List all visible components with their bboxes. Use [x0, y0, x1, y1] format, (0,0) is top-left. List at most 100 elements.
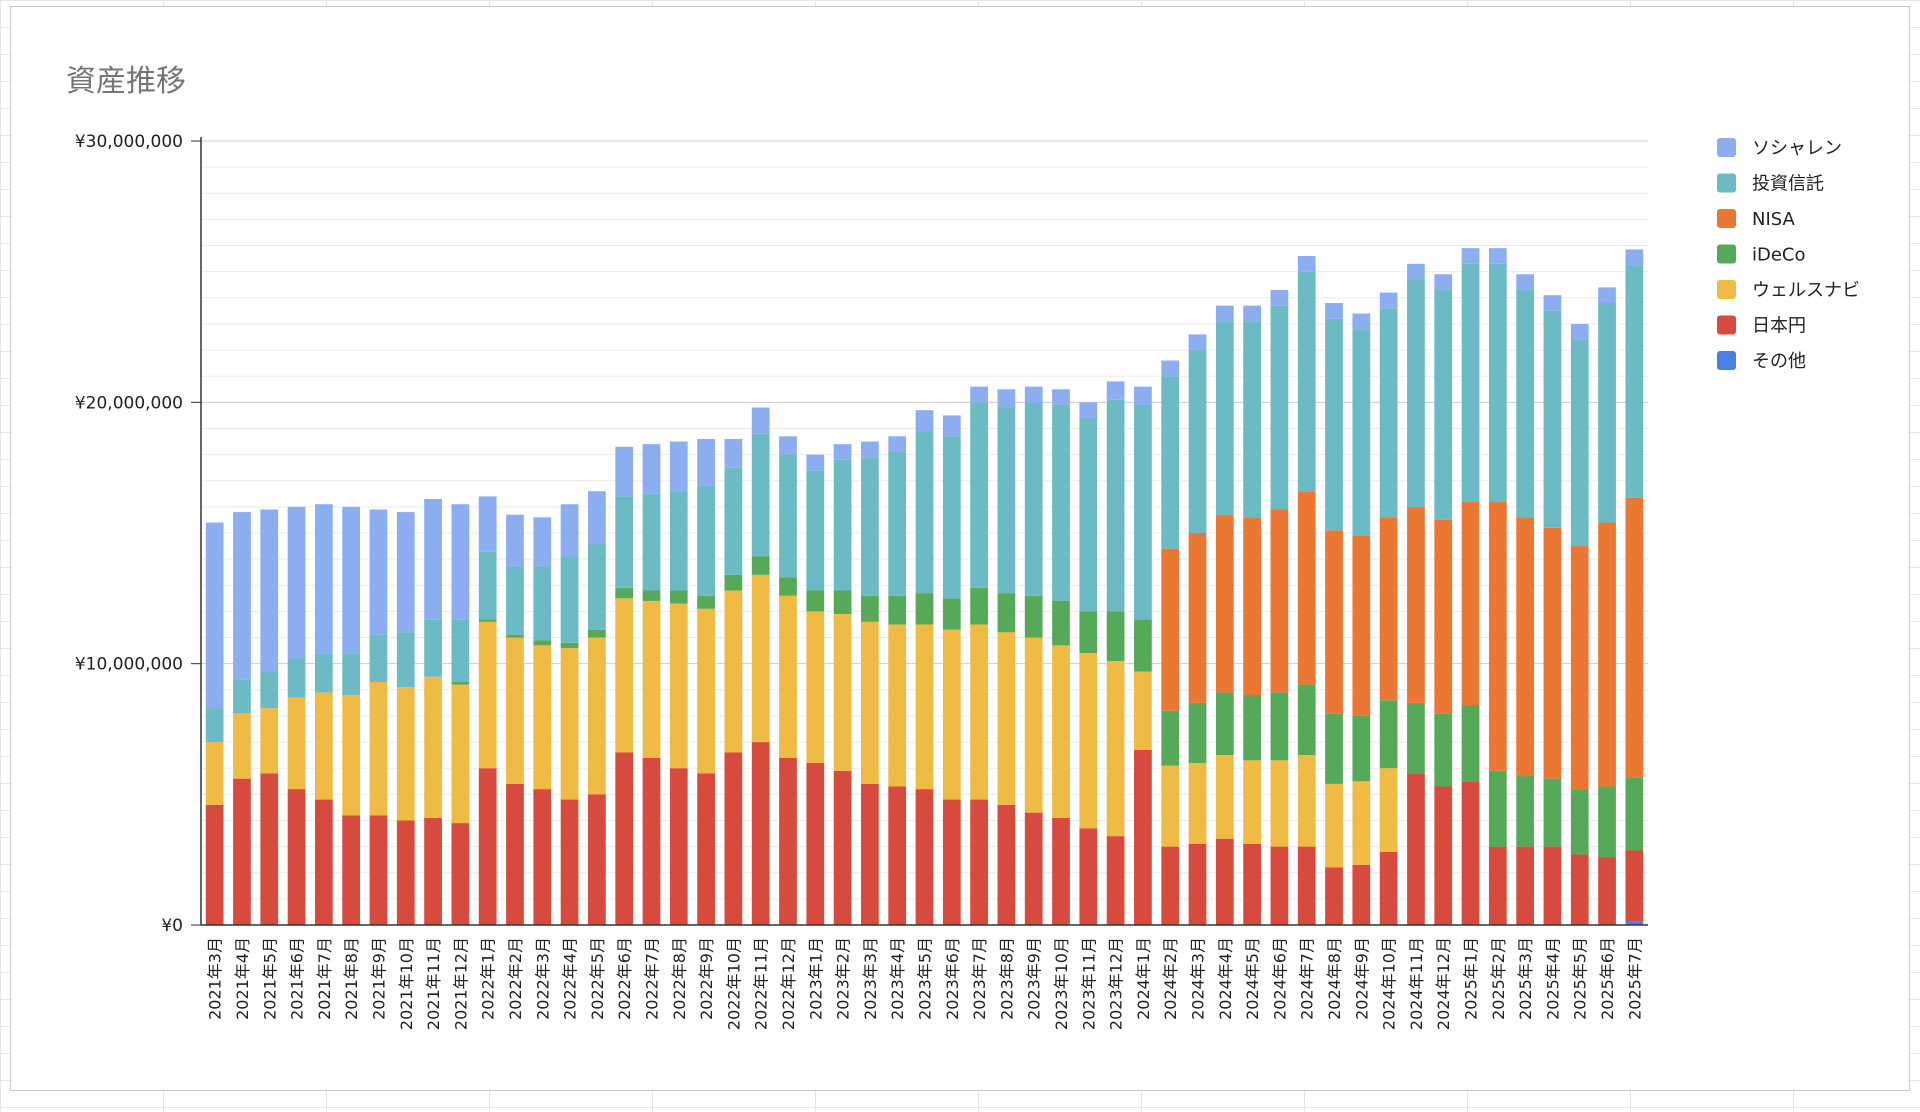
bar-segment — [1516, 517, 1535, 777]
x-tick-label: 2024年3月 — [1189, 937, 1208, 1020]
bar-segment — [942, 436, 961, 599]
bar-segment — [997, 389, 1016, 408]
bar-segment — [314, 692, 333, 800]
legend-label: 日本円 — [1752, 316, 1806, 337]
bar-segment — [1352, 715, 1371, 782]
bar-segment — [697, 773, 715, 925]
bar-segment — [233, 778, 251, 925]
bar-segment — [915, 789, 934, 925]
bar-segment — [424, 499, 442, 620]
bar-segment — [1134, 619, 1152, 672]
x-tick-label: 2023年12月 — [1107, 937, 1126, 1030]
bar-segment — [779, 757, 797, 925]
bar-segment — [588, 629, 606, 638]
bar-segment — [1352, 535, 1371, 716]
bar-segment — [997, 632, 1016, 805]
legend-swatch — [1717, 173, 1736, 193]
bar-segment — [560, 647, 579, 800]
bar-segment — [1488, 248, 1507, 264]
bar-segment — [942, 598, 961, 630]
bar-segment — [1407, 263, 1425, 280]
bar-segment — [888, 624, 907, 787]
bar-segment — [205, 522, 224, 709]
bar-segment — [915, 410, 934, 432]
bar-segment — [533, 789, 552, 925]
bar-segment — [970, 799, 988, 925]
bar-segment — [970, 402, 988, 588]
bar-segment — [861, 457, 879, 596]
bar-segment — [1379, 308, 1398, 518]
bar-segment — [1625, 249, 1644, 266]
bar-segment — [314, 799, 333, 925]
bar-segment — [1543, 778, 1562, 847]
bar-segment — [1243, 695, 1261, 761]
bar-segment — [642, 757, 661, 925]
bar-segment — [1570, 789, 1589, 855]
x-tick-label: 2021年4月 — [233, 937, 252, 1020]
bar-segment — [533, 645, 552, 790]
legend-label: iDeCo — [1752, 245, 1806, 266]
bar-segment — [1188, 533, 1207, 703]
bar-segment — [588, 637, 606, 795]
bar-segment — [1161, 710, 1180, 766]
bar-segment — [861, 783, 879, 925]
bar-segment — [396, 632, 415, 688]
x-tick-label: 2024年8月 — [1325, 937, 1344, 1020]
bar-segment — [451, 681, 470, 685]
bar-segment — [1106, 381, 1125, 400]
bar-segment — [970, 624, 988, 800]
bar-segment — [1243, 321, 1261, 518]
bar-segment — [1188, 702, 1207, 763]
bar-segment — [1106, 399, 1125, 612]
bar-segment — [1270, 289, 1289, 306]
bar-segment — [779, 454, 797, 578]
bar-segment — [260, 509, 279, 672]
bar-segment — [396, 687, 415, 821]
bar-segment — [970, 587, 988, 625]
bar-segment — [369, 681, 388, 816]
bar-segment — [1352, 329, 1371, 536]
bar-segment — [451, 504, 470, 620]
bar-segment — [1243, 517, 1261, 696]
chart-svg: 資産推移 ¥0 ¥10,000,000 ¥20,000,000 ¥30,000,000… — [66, 64, 1860, 1030]
bar-segment — [233, 713, 251, 779]
x-tick-label: 2024年9月 — [1352, 937, 1371, 1020]
x-tick-label: 2023年3月 — [861, 937, 880, 1020]
bar-segment — [1434, 519, 1453, 714]
bar-segment — [533, 640, 552, 646]
x-tick-label: 2021年11月 — [424, 937, 443, 1030]
bar-segment — [1379, 517, 1398, 701]
y-tick-label: ¥0 — [161, 916, 183, 936]
bar-segment — [1297, 684, 1316, 756]
bar-segment — [806, 470, 825, 591]
bar-segment — [451, 684, 470, 824]
bar-segment — [642, 600, 661, 758]
bar-segment — [1407, 279, 1425, 507]
bar-segment — [1352, 313, 1371, 330]
bar-segment — [1407, 702, 1425, 774]
bar-segment — [588, 794, 606, 925]
bar-segment — [1461, 263, 1480, 502]
legend-swatch — [1717, 138, 1736, 157]
bar-segment — [1134, 749, 1152, 925]
x-tick-label: 2025年6月 — [1598, 937, 1617, 1020]
bar-segment — [751, 433, 770, 557]
bar-segment — [1079, 653, 1098, 829]
bar-segment — [1106, 661, 1125, 837]
legend-label: ソシャレン — [1752, 138, 1842, 159]
bar-segment — [506, 637, 524, 784]
legend-label: 投資信託 — [1752, 174, 1824, 195]
x-tick-label: 2023年9月 — [1025, 937, 1044, 1020]
bar-segment — [451, 823, 470, 925]
bar-segment — [833, 590, 852, 615]
x-tick-label: 2024年4月 — [1216, 937, 1235, 1020]
bar-segment — [533, 517, 552, 567]
bar-segment — [942, 415, 961, 437]
x-tick-label: 2021年3月 — [206, 937, 225, 1020]
bar-segment — [506, 783, 524, 925]
x-tick-label: 2021年8月 — [342, 937, 361, 1020]
bar-segment — [233, 679, 251, 714]
bar-segment — [1215, 755, 1234, 839]
bar-segment — [287, 789, 306, 925]
x-tick-label: 2023年11月 — [1079, 937, 1098, 1030]
